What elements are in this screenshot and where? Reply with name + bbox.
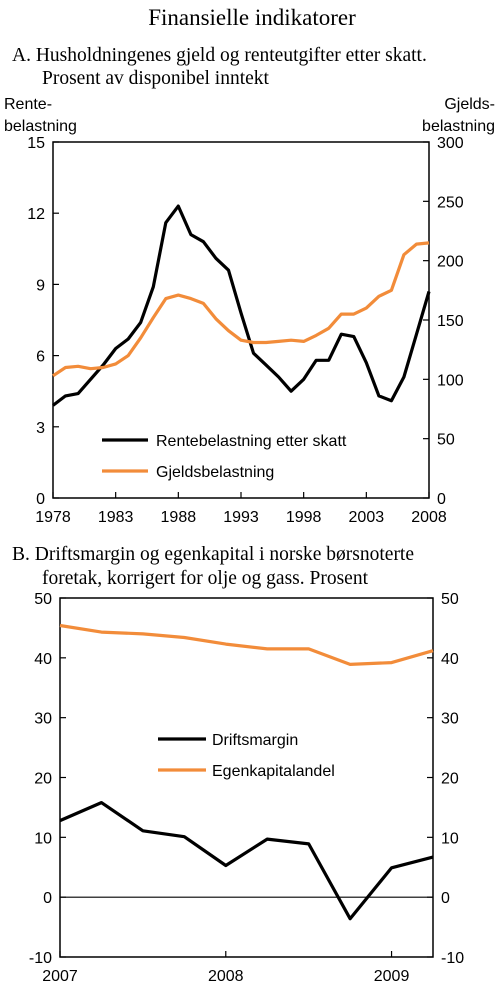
panel-a-x-tick-label: 2008 <box>411 509 447 526</box>
series-line-rentebelastning-etter-skatt <box>52 204 431 407</box>
panel-b-legend: Driftsmargin Egenkapitalandel <box>158 732 335 780</box>
panel-b-series <box>59 623 434 921</box>
panel-a-right-y-tick-label: 150 <box>437 313 464 330</box>
panel-b: B. Driftsmargin og egenkapital i norske … <box>12 544 464 985</box>
panel-a-right-y-tick-label: 100 <box>437 372 464 389</box>
panel-b-title-line1: B. Driftsmargin og egenkapital i norske … <box>12 544 414 565</box>
panel-b-right-y-tick-label: 20 <box>441 771 459 788</box>
panel-a-right-axis-label-line1: Gjelds- <box>444 96 495 113</box>
panel-a-x-ticks: 1978 1983 1988 1993 1998 2003 2008 <box>35 492 447 526</box>
panel-a-title-line2: Prosent av disponibel inntekt <box>42 68 270 89</box>
panel-a-right-y-ticks: 0 50 100 150 200 250 300 <box>423 135 464 508</box>
series-line-gjeldsbelastning <box>52 241 430 378</box>
panel-a-left-y-tick-label: 0 <box>36 491 45 508</box>
panel-b-left-y-tick-label: -10 <box>29 950 52 967</box>
panel-b-left-y-tick-label: 0 <box>43 890 52 907</box>
figure-title: Finansielle indikatorer <box>148 5 356 30</box>
panel-b-right-y-tick-label: 30 <box>441 711 459 728</box>
panel-b-title-line2: foretak, korrigert for olje og gass. Pro… <box>42 568 369 589</box>
legend-label-gjeldsbelastning: Gjeldsbelastning <box>156 464 274 481</box>
panel-b-left-y-tick-label: 50 <box>34 591 52 608</box>
panel-b-right-y-tick-label: -10 <box>441 950 464 967</box>
panel-a-x-tick-label: 2003 <box>349 509 385 526</box>
panel-a-legend: Rentebelastning etter skatt Gjeldsbelast… <box>102 433 347 481</box>
panel-b-x-tick-label: 2008 <box>208 968 244 985</box>
panel-b-x-ticks: 2007 2008 2009 <box>42 951 409 985</box>
panel-b-right-y-tick-label: 40 <box>441 651 459 668</box>
panel-a-left-axis-label-line1: Rente- <box>4 96 52 113</box>
panel-b-right-y-tick-label: 0 <box>441 890 450 907</box>
series-line-driftsmargin <box>59 800 434 921</box>
panel-b-left-y-tick-label: 30 <box>34 711 52 728</box>
panel-a: A. Husholdningenes gjeld og renteutgifte… <box>4 45 495 526</box>
panel-b-left-y-tick-label: 40 <box>34 651 52 668</box>
panel-a-left-y-tick-label: 15 <box>27 135 45 152</box>
panel-b-right-y-tick-label: 50 <box>441 591 459 608</box>
panel-b-right-y-tick-label: 10 <box>441 830 459 847</box>
panel-a-x-tick-label: 1983 <box>98 509 134 526</box>
panel-a-left-y-tick-label: 3 <box>36 420 45 437</box>
panel-a-x-tick-label: 1978 <box>35 509 71 526</box>
panel-a-title-line1: A. Husholdningenes gjeld og renteutgifte… <box>12 45 427 66</box>
panel-b-left-y-tick-label: 10 <box>34 830 52 847</box>
panel-a-left-y-tick-label: 6 <box>36 349 45 366</box>
panel-b-x-tick-label: 2009 <box>374 968 410 985</box>
panel-a-x-tick-label: 1998 <box>286 509 322 526</box>
panel-a-right-y-tick-label: 300 <box>437 135 464 152</box>
panel-a-left-axis-label-line2: belastning <box>4 118 77 135</box>
panel-a-right-y-tick-label: 250 <box>437 194 464 211</box>
panel-a-right-y-tick-label: 200 <box>437 254 464 271</box>
panel-a-right-y-tick-label: 0 <box>437 491 446 508</box>
panel-a-left-y-tick-label: 9 <box>36 277 45 294</box>
panel-b-x-tick-label: 2007 <box>42 968 78 985</box>
panel-a-left-y-tick-label: 12 <box>27 206 45 223</box>
panel-a-right-axis-label-line2: belastning <box>422 118 495 135</box>
panel-a-right-y-tick-label: 50 <box>437 432 455 449</box>
panel-a-series <box>52 204 431 407</box>
panel-a-x-tick-label: 1993 <box>223 509 259 526</box>
panel-b-y-ticks: -10 -10 0 0 10 10 20 20 30 30 40 40 50 50 <box>29 591 464 967</box>
legend-label-rentebelastning: Rentebelastning etter skatt <box>156 433 347 450</box>
panel-a-left-y-ticks: 0 3 6 9 12 15 <box>27 135 59 508</box>
panel-a-x-tick-label: 1988 <box>161 509 197 526</box>
panel-b-left-y-tick-label: 20 <box>34 771 52 788</box>
legend-label-egenkapitalandel: Egenkapitalandel <box>212 763 335 780</box>
series-line-egenkapitalandel <box>59 623 434 667</box>
legend-label-driftsmargin: Driftsmargin <box>212 732 298 749</box>
